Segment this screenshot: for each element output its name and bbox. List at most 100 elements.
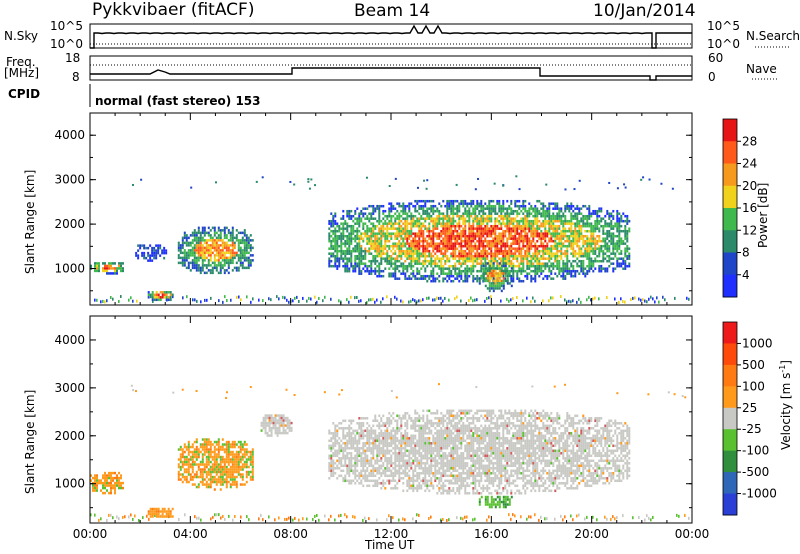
echo-cell (406, 227, 409, 230)
echo-cell (191, 475, 194, 479)
echo-cell (444, 252, 447, 255)
echo-cell (466, 214, 469, 218)
echo-cell (388, 514, 390, 518)
echo-cell (223, 448, 226, 451)
echo-cell (227, 246, 230, 250)
echo-cell (195, 463, 198, 466)
echo-cell (104, 300, 106, 304)
echo-cell (354, 209, 357, 213)
echo-cell (486, 214, 489, 218)
echo-cell (486, 219, 489, 223)
echo-cell (332, 219, 335, 223)
echo-cell (384, 237, 387, 240)
echo-cell (448, 267, 451, 270)
echo-cell (344, 227, 347, 230)
echo-cell (538, 212, 541, 215)
echo-cell (488, 515, 490, 519)
echo-cell (466, 202, 469, 205)
echo-cell (598, 254, 601, 258)
echo-cell (508, 232, 511, 235)
echo-cell (231, 465, 234, 469)
echo-cell (671, 187, 674, 190)
echo-cell (328, 257, 331, 260)
freq-label: Freq. (6, 55, 36, 69)
echo-cell (118, 517, 120, 521)
echo-cell (187, 241, 190, 245)
echo-cell (338, 264, 341, 268)
echo-cell (542, 204, 545, 208)
echo-cell (187, 261, 190, 265)
echo-cell (217, 450, 220, 454)
echo-cell (356, 237, 359, 240)
echo-cell (572, 214, 575, 218)
echo-cell (231, 468, 234, 471)
echo-cell (618, 244, 621, 248)
echo-cell (578, 237, 581, 240)
echo-cell (446, 224, 449, 228)
echo-cell (402, 212, 405, 215)
echo-cell (536, 264, 539, 268)
echo-cell (193, 249, 196, 252)
mode-label: normal (fast stereo) 153 (95, 94, 261, 108)
echo-cell (500, 264, 503, 268)
echo-cell (470, 199, 473, 203)
echo-cell (193, 473, 196, 476)
echo-cell (620, 239, 623, 243)
echo-cell (414, 214, 417, 218)
echo-cell (510, 222, 513, 225)
echo-cell (584, 222, 587, 225)
echo-cell (482, 279, 485, 283)
echo-cell (414, 259, 417, 263)
echo-cell (542, 257, 545, 260)
echo-cell (506, 229, 509, 233)
echo-cell (106, 264, 108, 268)
echo-cell (219, 465, 222, 469)
echo-cell (476, 214, 479, 218)
echo-cell (358, 219, 361, 223)
echo-cell (534, 214, 537, 218)
echo-cell (219, 445, 222, 449)
echo-cell (432, 277, 435, 280)
echo-cell (356, 207, 359, 210)
echo-cell (538, 518, 540, 522)
echo-cell (207, 440, 210, 444)
echo-cell (504, 207, 507, 210)
echo-cell (199, 246, 202, 250)
echo-cell (217, 256, 220, 260)
echo-cell (354, 267, 357, 270)
echo-cell (346, 249, 349, 253)
echo-cell (486, 274, 489, 278)
echo-cell (163, 296, 166, 299)
echo-cell (181, 251, 184, 255)
echo-cell (488, 214, 491, 218)
echo-cell (227, 271, 230, 275)
echo-cell (338, 262, 341, 265)
echo-cell (438, 217, 441, 220)
echo-cell (153, 507, 156, 511)
echo-cell (396, 217, 399, 220)
echo-cell (414, 242, 417, 245)
echo-cell (500, 262, 503, 265)
echo-cell (207, 234, 210, 237)
echo-cell (564, 209, 567, 213)
echo-cell (161, 291, 164, 294)
echo-cell (626, 247, 629, 250)
echo-cell (221, 266, 224, 270)
echo-cell (610, 224, 613, 228)
echo-cell (197, 251, 200, 255)
echo-cell (576, 229, 579, 233)
echo-cell (492, 272, 495, 275)
echo-cell (328, 262, 331, 265)
echo-cell (191, 246, 194, 250)
echo-cell (350, 242, 353, 245)
echo-cell (442, 239, 445, 243)
echo-cell (241, 254, 244, 257)
echo-cell (510, 237, 513, 240)
echo-cell (161, 249, 164, 252)
echo-cell (418, 217, 421, 220)
echo-cell (438, 247, 441, 250)
echo-cell (112, 471, 114, 475)
echo-cell (370, 227, 373, 230)
echo-cell (616, 516, 618, 520)
echo-cell (520, 272, 523, 275)
